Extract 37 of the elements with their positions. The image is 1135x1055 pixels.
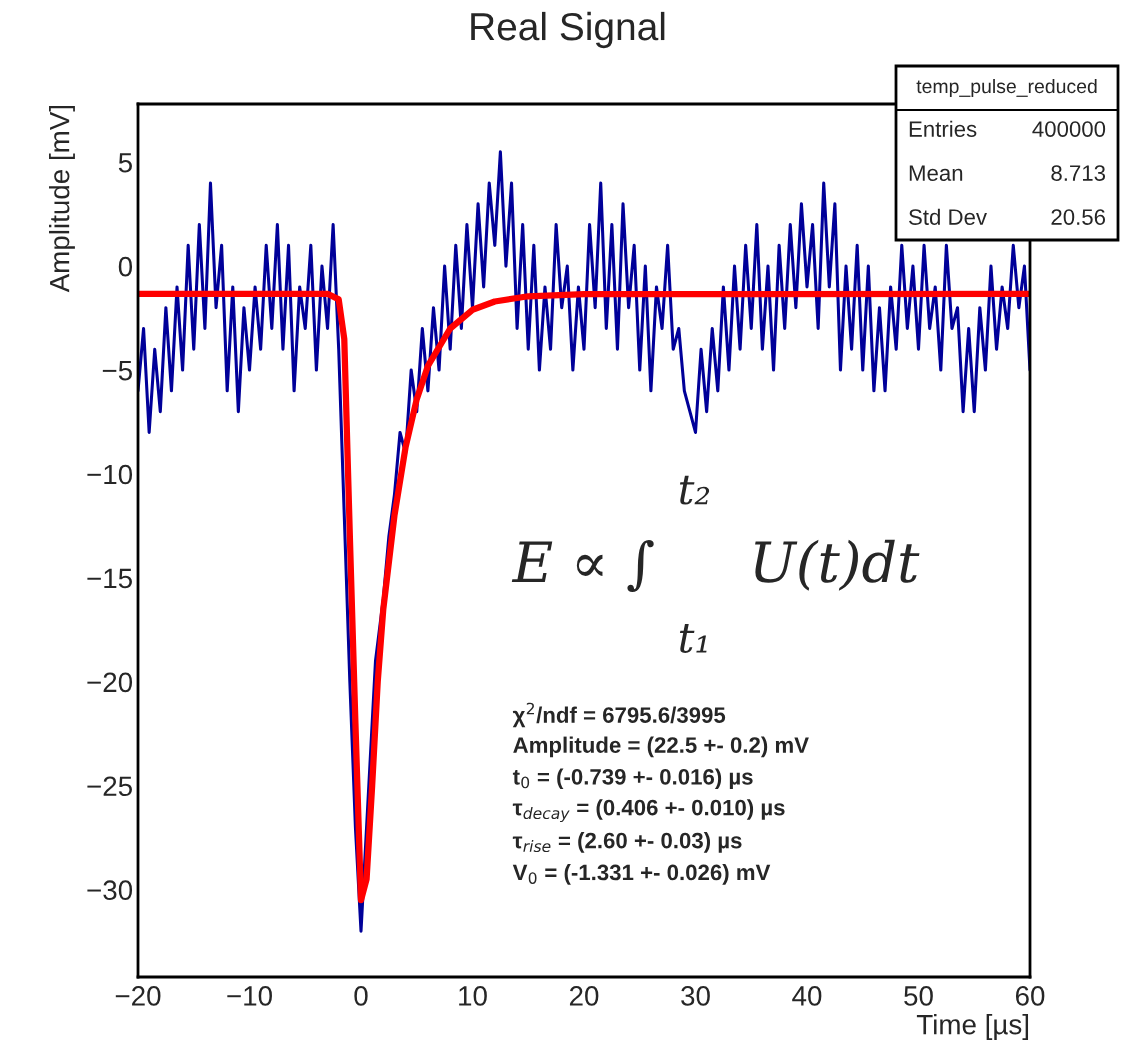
annotation: τ$_{rise}$ = (2.60 +- 0.03) µs: [512, 832, 742, 853]
annotation: U(t)dt: [755, 539, 920, 591]
annotation: t$_{0}$ = (-0.739 +- 0.016) µs: [512, 768, 753, 790]
x-axis-title: Time [µs]: [916, 1014, 1029, 1040]
y-tick-label: 5: [118, 153, 132, 173]
x-tick-label: 40: [792, 986, 822, 1006]
y-tick-label: −5: [102, 361, 132, 381]
annotation: Std Dev: [909, 208, 987, 225]
x-tick-label: 30: [681, 986, 710, 1006]
annotation: t₂: [679, 475, 710, 505]
annotation: Mean: [909, 165, 963, 181]
y-axis-title: Amplitude [mV]: [49, 105, 75, 293]
annotation: Entries: [909, 120, 977, 137]
text: 20.56: [1051, 209, 1106, 225]
text: 400000: [1032, 121, 1106, 137]
y-tick-label: −25: [87, 776, 132, 797]
y-tick-label: 0: [118, 256, 133, 277]
x-tick-label: 10: [459, 986, 487, 1006]
text: 8.713: [1051, 165, 1106, 181]
annotation: χ$^{2}$/ndf = 6795.6/3995: [512, 702, 726, 728]
annotation: V$_{0}$ = (-1.331 +- 0.026) mV: [512, 863, 771, 885]
x-tick-label: 0: [354, 986, 368, 1006]
annotation: Amplitude = (22.5 +- 0.2) mV: [513, 736, 809, 758]
y-tick-label: −10: [87, 464, 133, 485]
x-tick-label: 60: [1015, 986, 1045, 1006]
chart-title: Real Signal: [471, 11, 665, 49]
x-tick-label: 20: [569, 986, 599, 1006]
y-tick-label: −30: [87, 880, 133, 901]
annotation: τ$_{decay}$ = (0.406 +- 0.010) µs: [512, 799, 785, 823]
text: temp_pulse_reduced: [916, 78, 1097, 98]
annotation: E ∝ ∫: [511, 539, 654, 593]
x-tick-label: 50: [904, 986, 933, 1006]
line-series: [138, 150, 1030, 933]
y-tick-label: −20: [87, 672, 133, 693]
x-tick-label: −10: [227, 986, 272, 1006]
y-tick-label: −15: [87, 568, 132, 589]
annotation: t₁: [679, 624, 707, 653]
